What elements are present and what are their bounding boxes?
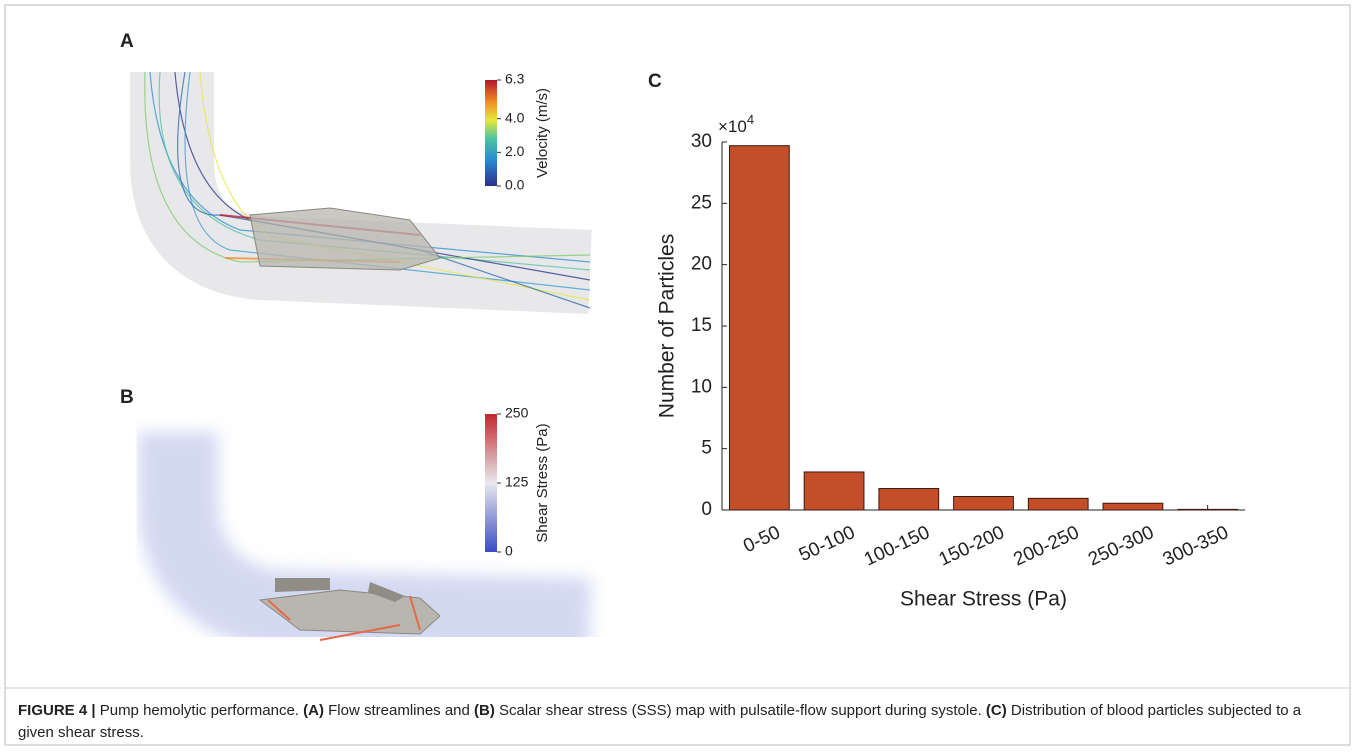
x-axis-label: Shear Stress (Pa) xyxy=(900,588,1067,611)
y-tick-label: 30 xyxy=(691,131,712,152)
y-multiplier: ×104 xyxy=(718,112,754,136)
x-tick-label: 0-50 xyxy=(740,522,783,557)
colorbar-tick-label: 4.0 xyxy=(505,109,525,125)
colorbar xyxy=(485,414,497,552)
caption-text: Distribution of blood particles subjecte… xyxy=(18,702,1302,741)
colorbar xyxy=(485,80,497,186)
y-axis-label: Number of Particles xyxy=(656,234,679,418)
y-tick-label: 20 xyxy=(691,254,712,275)
bar xyxy=(953,496,1014,511)
caption-text: Flow streamlines and xyxy=(328,702,470,719)
panel-label: C xyxy=(648,71,662,92)
caption-ref: (A) xyxy=(303,702,324,719)
colorbar-tick-label: 0.0 xyxy=(505,177,525,193)
bar xyxy=(878,488,940,511)
panel-label: A xyxy=(120,31,134,52)
colorbar-tick-label: 0 xyxy=(505,543,513,559)
caption: FIGURE 4 | Pump hemolytic performance. (… xyxy=(18,700,1338,744)
x-tick-label: 300-350 xyxy=(1160,522,1232,571)
x-tick-label: 250-300 xyxy=(1085,522,1157,571)
colorbar-tick-label: 6.3 xyxy=(505,71,525,87)
x-tick-label: 100-150 xyxy=(861,522,933,571)
y-multiplier-base: ×10 xyxy=(718,117,747,136)
y-tick-label: 5 xyxy=(701,438,712,459)
bar xyxy=(1027,497,1089,511)
caption-text: Scalar shear stress (SSS) map with pulsa… xyxy=(499,702,982,719)
y-tick-label: 10 xyxy=(691,376,712,397)
y-tick-label: 0 xyxy=(701,499,712,520)
shear-stress-image xyxy=(138,432,591,658)
bar xyxy=(1177,508,1239,511)
y-tick-label: 25 xyxy=(691,192,712,213)
x-tick-label: 50-100 xyxy=(796,522,859,566)
caption-ref: (C) xyxy=(985,702,1007,719)
bar xyxy=(1102,502,1164,511)
streamline-image xyxy=(130,71,592,314)
caption-text: Pump hemolytic performance. xyxy=(99,702,299,719)
x-tick-label: 200-250 xyxy=(1010,522,1082,571)
colorbar-title: Velocity (m/s) xyxy=(534,88,551,178)
colorbar-tick-label: 2.0 xyxy=(505,143,525,159)
caption-ref: (B) xyxy=(474,702,495,719)
figure-border xyxy=(4,4,1351,746)
panel-label: B xyxy=(120,387,134,408)
x-tick-label: 150-200 xyxy=(936,522,1008,571)
bar xyxy=(728,145,790,511)
bar xyxy=(803,471,865,511)
colorbar-tick-label: 250 xyxy=(505,405,529,421)
y-multiplier-exponent: 4 xyxy=(747,112,754,127)
colorbar-tick-label: 125 xyxy=(505,474,529,490)
colorbar-title: Shear Stress (Pa) xyxy=(534,423,551,542)
y-tick-label: 15 xyxy=(691,315,712,336)
caption-label: FIGURE 4 | xyxy=(18,702,96,719)
